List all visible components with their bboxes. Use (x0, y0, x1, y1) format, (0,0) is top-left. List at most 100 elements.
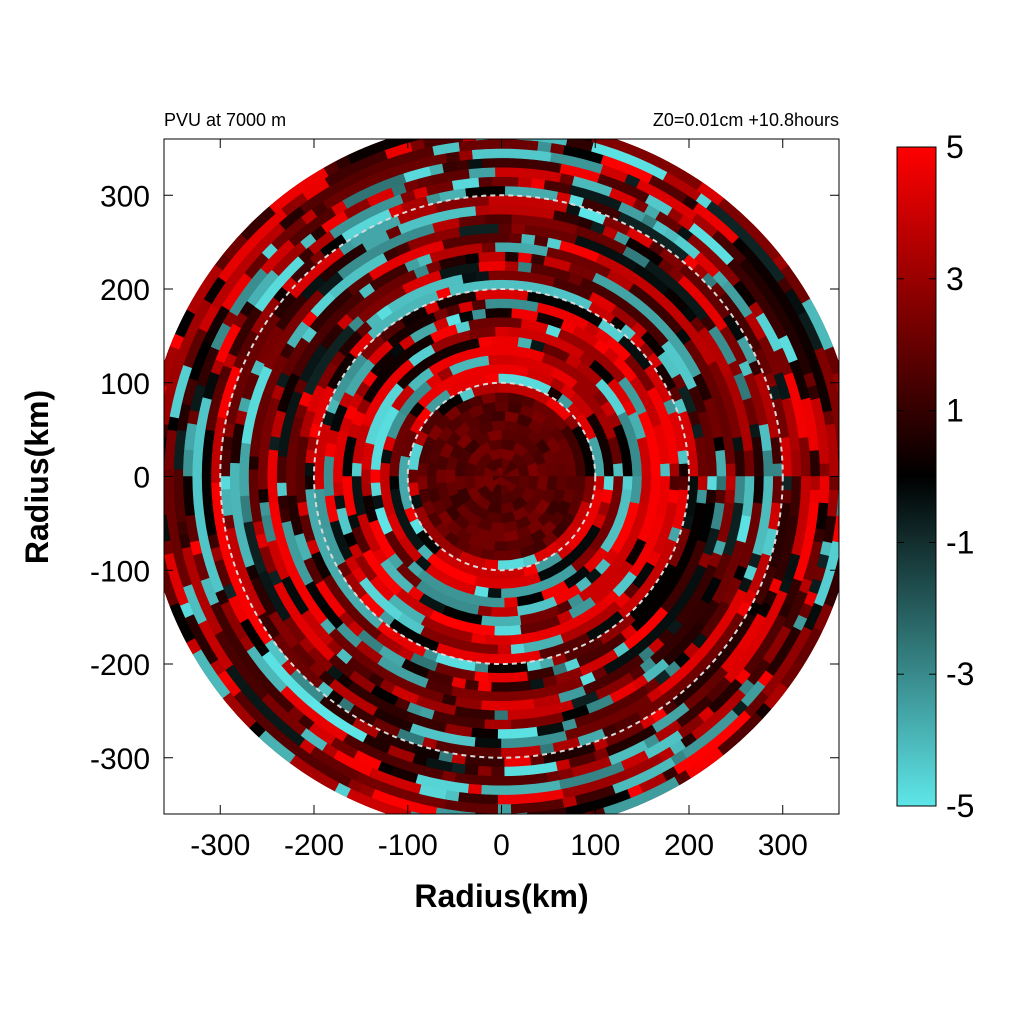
field-cell (457, 139, 473, 152)
field-cell (467, 233, 483, 245)
field-cell (504, 185, 519, 197)
field-cell (191, 476, 203, 491)
field-cell (182, 476, 193, 491)
field-cell (173, 482, 184, 497)
field-cell (497, 382, 513, 393)
field-cell (724, 488, 736, 504)
field-cell (480, 316, 496, 329)
field-cell (481, 700, 496, 712)
field-cell (494, 626, 509, 636)
field-cell (323, 469, 334, 484)
field-cell (678, 476, 690, 491)
field-cell (735, 476, 746, 491)
field-cell (575, 476, 587, 491)
field-cell (517, 261, 532, 273)
y-tick-label: 300 (100, 180, 150, 213)
field-cell (809, 449, 821, 464)
field-cell (481, 241, 496, 253)
field-cell (520, 167, 536, 179)
field-cell (819, 462, 830, 477)
field-cell (266, 462, 278, 477)
field-cell (164, 456, 175, 471)
field-cell (487, 363, 502, 375)
field-cell (845, 515, 856, 529)
field-cell (836, 436, 839, 452)
field-cell (808, 502, 820, 517)
field-cell (276, 482, 288, 498)
field-cell (510, 298, 526, 310)
field-cell (501, 578, 516, 590)
field-cell (458, 792, 473, 804)
field-cell (487, 672, 502, 684)
field-cell (481, 157, 496, 169)
field-cell (772, 476, 784, 491)
field-cell (743, 449, 755, 464)
field-cell (304, 462, 315, 477)
field-cell (565, 462, 577, 477)
field-cell (490, 531, 506, 543)
field-cell (487, 269, 502, 281)
field-cell (678, 462, 690, 477)
field-cell (487, 578, 502, 590)
field-cell (183, 502, 195, 517)
field-cell (622, 476, 634, 491)
field-cell (484, 307, 499, 319)
field-cell (487, 288, 502, 300)
field-cell (837, 449, 839, 464)
field-cell (798, 501, 811, 517)
field-cell (800, 476, 812, 491)
field-cell (238, 482, 250, 497)
field-cell (229, 476, 240, 491)
field-cell (238, 456, 250, 471)
field-cell (458, 149, 473, 161)
field-cell (313, 476, 325, 491)
field-cell (791, 476, 802, 491)
field-cell (416, 462, 428, 477)
field-cell (520, 242, 536, 255)
field-cell (575, 462, 587, 477)
field-cell (520, 708, 536, 720)
field-cell (790, 489, 802, 504)
field-cell (494, 241, 509, 252)
field-cell (515, 121, 529, 131)
field-cell (487, 204, 502, 215)
field-cell (520, 233, 536, 245)
field-cell (173, 469, 184, 484)
field-cell (818, 489, 830, 504)
field-cell (467, 167, 483, 179)
field-cell (523, 792, 539, 805)
field-cell (501, 194, 516, 206)
field-cell (471, 223, 486, 235)
field-cell (504, 597, 519, 609)
field-cell (523, 224, 539, 236)
field-cell (474, 270, 489, 282)
field-cell (152, 541, 164, 556)
field-cell (603, 462, 615, 477)
field-cell (696, 449, 708, 464)
field-cell (514, 737, 529, 749)
field-cell (501, 204, 516, 215)
field-cell (285, 469, 296, 484)
field-cell (782, 462, 793, 477)
field-cell (716, 462, 727, 477)
field-cell (471, 802, 486, 814)
field-cell (847, 490, 857, 504)
field-cell (487, 587, 502, 599)
field-cell (474, 737, 489, 749)
field-cell (553, 817, 568, 829)
field-cell (520, 783, 536, 795)
field-cell (798, 436, 811, 452)
field-cell (744, 462, 755, 477)
field-cell (501, 672, 516, 684)
field-cell (817, 436, 829, 452)
field-cell (462, 821, 476, 832)
field-cell (467, 242, 483, 255)
field-cell (809, 489, 821, 504)
field-cell (360, 455, 372, 471)
field-cell (510, 223, 526, 235)
field-cell (494, 232, 509, 243)
field-cell (847, 450, 857, 464)
field-cell (474, 671, 489, 683)
field-cell (487, 279, 502, 290)
field-cell (477, 690, 493, 702)
